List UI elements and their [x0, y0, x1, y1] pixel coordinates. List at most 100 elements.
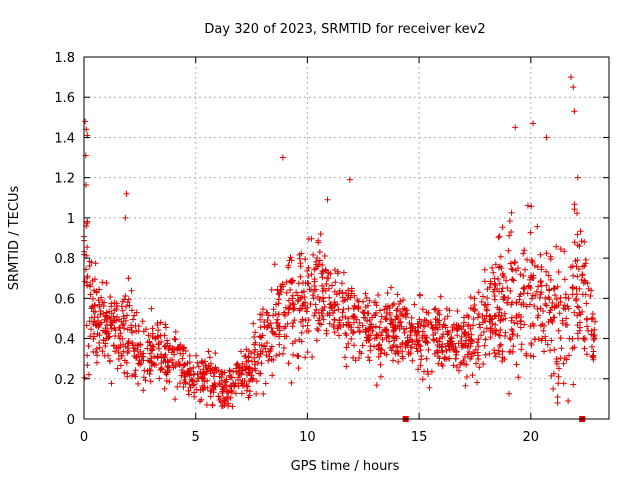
data-point	[495, 331, 502, 338]
data-point	[132, 322, 139, 329]
y-tick-label: 0	[67, 413, 75, 428]
data-point	[366, 357, 373, 364]
data-point	[268, 343, 275, 350]
data-point	[239, 366, 246, 373]
data-point	[248, 350, 255, 357]
x-tick-label: 0	[80, 430, 88, 445]
data-point	[276, 341, 283, 348]
data-point	[373, 302, 380, 309]
data-point	[383, 351, 390, 358]
data-point	[150, 344, 157, 351]
data-point	[274, 325, 281, 332]
data-point	[509, 331, 516, 338]
data-point	[441, 354, 448, 361]
data-point	[505, 390, 512, 397]
data-point	[473, 360, 480, 367]
data-point	[548, 337, 555, 344]
data-point	[98, 294, 105, 301]
data-point	[258, 342, 265, 349]
data-point	[467, 325, 474, 332]
data-point	[580, 335, 587, 342]
y-tick-label: 0.6	[54, 292, 75, 307]
data-point	[446, 307, 453, 314]
data-point	[431, 306, 438, 313]
data-point	[320, 298, 327, 305]
data-point	[471, 302, 478, 309]
data-point	[408, 327, 415, 334]
data-point	[474, 314, 481, 321]
data-point	[542, 295, 549, 302]
data-point	[182, 379, 189, 386]
data-point	[280, 350, 287, 357]
data-point	[124, 340, 131, 347]
data-point	[557, 246, 564, 253]
data-point	[537, 278, 544, 285]
data-point	[590, 348, 597, 355]
data-point	[498, 312, 505, 319]
data-point	[566, 335, 573, 342]
data-point	[222, 378, 229, 385]
data-point	[172, 336, 179, 343]
data-point	[487, 280, 494, 287]
data-point	[345, 323, 352, 330]
data-point	[491, 281, 498, 288]
data-point	[553, 296, 560, 303]
data-point	[415, 320, 422, 327]
data-point	[315, 317, 322, 324]
data-point	[319, 312, 326, 319]
data-point	[319, 262, 326, 269]
data-point	[331, 288, 338, 295]
data-point	[528, 203, 535, 210]
data-point	[238, 348, 245, 355]
data-point	[527, 229, 534, 236]
data-point	[279, 281, 286, 288]
data-point	[236, 371, 243, 378]
data-point	[469, 322, 476, 329]
data-point	[553, 355, 560, 362]
data-point	[356, 327, 363, 334]
data-point	[499, 348, 506, 355]
data-point	[221, 399, 228, 406]
data-point	[496, 351, 503, 358]
data-point	[229, 403, 236, 410]
data-point	[166, 378, 173, 385]
data-point	[517, 318, 524, 325]
data-point	[94, 352, 101, 359]
data-point	[316, 257, 323, 264]
data-point	[563, 356, 570, 363]
data-point	[432, 330, 439, 337]
data-point	[503, 277, 510, 284]
data-point	[307, 286, 314, 293]
data-point	[561, 302, 568, 309]
data-point	[304, 267, 311, 274]
data-point	[411, 341, 418, 348]
data-point	[113, 317, 120, 324]
data-point	[570, 272, 577, 279]
data-point	[373, 382, 380, 389]
data-point	[466, 348, 473, 355]
data-point	[553, 243, 560, 250]
data-point	[423, 338, 430, 345]
data-point	[314, 293, 321, 300]
data-point	[448, 341, 455, 348]
data-point	[590, 332, 597, 339]
data-point	[550, 385, 557, 392]
data-point	[479, 313, 486, 320]
data-point	[201, 371, 208, 378]
data-point	[378, 346, 385, 353]
y-axis-label: SRMTID / TECUs	[7, 186, 22, 291]
data-point	[215, 393, 222, 400]
data-point	[93, 359, 100, 366]
data-point	[574, 257, 581, 264]
data-point	[513, 361, 520, 368]
data-point	[313, 306, 320, 313]
data-point	[486, 350, 493, 357]
data-point	[388, 321, 395, 328]
data-point	[205, 348, 212, 355]
data-point	[157, 319, 164, 326]
data-point	[428, 368, 435, 375]
data-point	[531, 262, 538, 269]
data-point	[275, 300, 282, 307]
data-point	[360, 298, 367, 305]
